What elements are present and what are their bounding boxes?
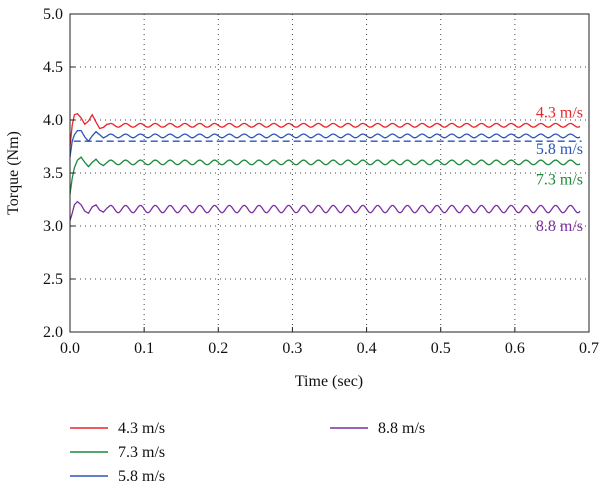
x-tick-label: 0.7: [579, 340, 599, 357]
y-tick-label: 4.5: [43, 59, 63, 76]
legend: 4.3 m/s 7.3 m/s 5.8 m/s 8.8 m/s: [70, 420, 425, 485]
series-line: [69, 156, 581, 195]
plot-frame: [69, 13, 590, 333]
annotations: 4.3 m/s 5.8 m/s 7.3 m/s 8.8 m/s: [536, 104, 583, 235]
series-annotation: 5.8 m/s: [536, 141, 583, 158]
legend-label: 7.3 m/s: [118, 444, 165, 461]
series-annotation: 7.3 m/s: [536, 171, 583, 188]
x-tick-label: 0.6: [505, 340, 525, 357]
x-tick-label: 0.5: [431, 340, 451, 357]
x-tick-label: 0.0: [60, 340, 80, 357]
series-line: [69, 200, 581, 221]
series-lines: [69, 112, 582, 221]
grid: [70, 14, 589, 332]
legend-label: 5.8 m/s: [118, 468, 165, 485]
series-annotation: 8.8 m/s: [536, 218, 583, 235]
x-tick-label: 0.2: [208, 340, 228, 357]
y-axis-title: Torque (Nm): [5, 131, 22, 215]
x-tick-label: 0.1: [134, 340, 154, 357]
y-tick-label: 3.0: [43, 218, 63, 235]
y-tick-label: 2.0: [43, 324, 63, 341]
y-tick-label: 4.0: [43, 112, 63, 129]
legend-label: 4.3 m/s: [118, 420, 165, 437]
y-tick-label: 2.5: [43, 271, 63, 288]
y-tick-label: 5.0: [43, 6, 63, 23]
x-axis-title: Time (sec): [295, 373, 363, 390]
x-tick-label: 0.3: [282, 340, 302, 357]
x-tick-label: 0.4: [357, 340, 377, 357]
ticks: 0.0 0.1 0.2 0.3 0.4 0.5 0.6 0.7 2.0 2.5 3.0 3.5 4.0 4…: [43, 6, 599, 357]
y-tick-label: 3.5: [43, 165, 63, 182]
legend-label: 8.8 m/s: [378, 420, 425, 437]
series-line: [69, 129, 581, 158]
series-annotation: 4.3 m/s: [536, 104, 583, 121]
series-line: [69, 112, 581, 147]
